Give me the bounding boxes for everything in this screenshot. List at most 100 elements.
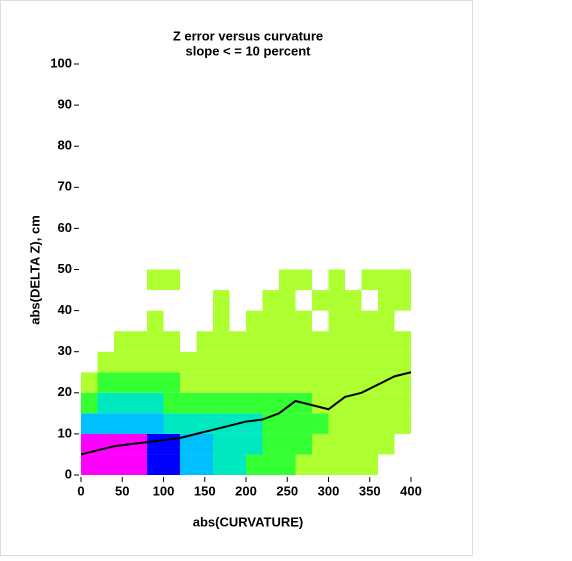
heat-cell — [97, 351, 114, 373]
heat-cell — [147, 290, 164, 311]
heat-cell — [279, 392, 296, 414]
heat-cell — [279, 433, 296, 455]
heat-cell — [328, 290, 345, 311]
heat-cell — [180, 331, 197, 352]
x-tick-label: 350 — [359, 483, 381, 498]
heat-cell — [163, 351, 180, 373]
heat-cell — [394, 310, 411, 332]
heat-cell — [147, 413, 164, 434]
y-tick-label: 90 — [58, 97, 72, 112]
heat-cell — [180, 454, 197, 475]
heat-cell — [229, 454, 246, 475]
heat-cell — [147, 331, 164, 352]
heat-cell — [295, 310, 312, 332]
heat-cell — [361, 269, 378, 291]
heat-cell — [163, 331, 180, 352]
heat-cell — [81, 392, 98, 414]
heat-cell — [163, 433, 180, 455]
heat-cell — [279, 351, 296, 373]
heat-cell — [130, 413, 147, 434]
heat-cell — [312, 310, 329, 332]
heat-cell — [262, 392, 279, 414]
heat-cell — [196, 454, 213, 475]
heat-cell — [394, 331, 411, 352]
heat-cell — [180, 372, 197, 393]
x-axis-label: abs(CURVATURE) — [193, 514, 304, 529]
heat-cell — [394, 433, 411, 455]
heat-cell — [246, 290, 263, 311]
y-tick-label: 10 — [58, 425, 72, 440]
heat-cell — [295, 290, 312, 311]
x-tick-label: 250 — [276, 483, 298, 498]
heat-cell — [262, 290, 279, 311]
heat-cell — [328, 433, 345, 455]
heat-cell — [114, 331, 131, 352]
heat-cell — [130, 310, 147, 332]
heat-cell — [114, 310, 131, 332]
heat-cell — [394, 269, 411, 291]
heat-cell — [114, 392, 131, 414]
heat-cell — [147, 454, 164, 475]
heat-cell — [163, 310, 180, 332]
heat-cell — [97, 372, 114, 393]
heat-cell — [328, 372, 345, 393]
heat-cell — [246, 372, 263, 393]
heat-cell — [378, 351, 395, 373]
heat-cell — [97, 454, 114, 475]
heat-cell — [147, 351, 164, 373]
heat-cell — [378, 392, 395, 414]
heat-cell — [81, 351, 98, 373]
heat-cell — [196, 310, 213, 332]
heat-cell — [229, 331, 246, 352]
heat-cell — [312, 290, 329, 311]
heat-cell — [196, 331, 213, 352]
heat-cell — [97, 392, 114, 414]
heat-cell — [295, 269, 312, 291]
heat-cell — [81, 290, 98, 311]
heat-cell — [295, 331, 312, 352]
mean-line — [80, 371, 412, 456]
heat-cell — [229, 290, 246, 311]
heat-cell — [394, 290, 411, 311]
heat-cell — [130, 331, 147, 352]
heat-cell — [279, 454, 296, 475]
heat-cell — [130, 392, 147, 414]
heat-cell — [180, 413, 197, 434]
x-tick-label: 0 — [77, 483, 84, 498]
heat-cell — [361, 454, 378, 475]
heat-cell — [378, 290, 395, 311]
heat-cell — [312, 392, 329, 414]
heat-cell — [163, 413, 180, 434]
heat-cell — [378, 310, 395, 332]
heat-cell — [345, 351, 362, 373]
heat-cell — [81, 454, 98, 475]
heat-cell — [295, 454, 312, 475]
heat-cell — [246, 413, 263, 434]
heat-cell — [196, 372, 213, 393]
heat-cell — [262, 310, 279, 332]
heat-cell — [81, 269, 98, 291]
x-tick-label: 50 — [115, 483, 129, 498]
heat-cell — [213, 310, 230, 332]
heat-cell — [196, 290, 213, 311]
heat-cell — [345, 269, 362, 291]
heat-cell — [312, 433, 329, 455]
heat-cell — [130, 454, 147, 475]
heat-cell — [328, 331, 345, 352]
heat-cell — [114, 372, 131, 393]
heat-cell — [262, 372, 279, 393]
heat-cell — [147, 433, 164, 455]
heat-cell — [345, 454, 362, 475]
heat-cell — [196, 392, 213, 414]
heat-cell — [378, 454, 395, 475]
heat-cell — [345, 392, 362, 414]
heat-cell — [114, 433, 131, 455]
heat-cell — [130, 269, 147, 291]
y-tick-label: 40 — [58, 302, 72, 317]
heat-cell — [246, 454, 263, 475]
heat-cell — [345, 372, 362, 393]
heat-cell — [345, 290, 362, 311]
heat-cell — [262, 433, 279, 455]
heat-cell — [295, 413, 312, 434]
